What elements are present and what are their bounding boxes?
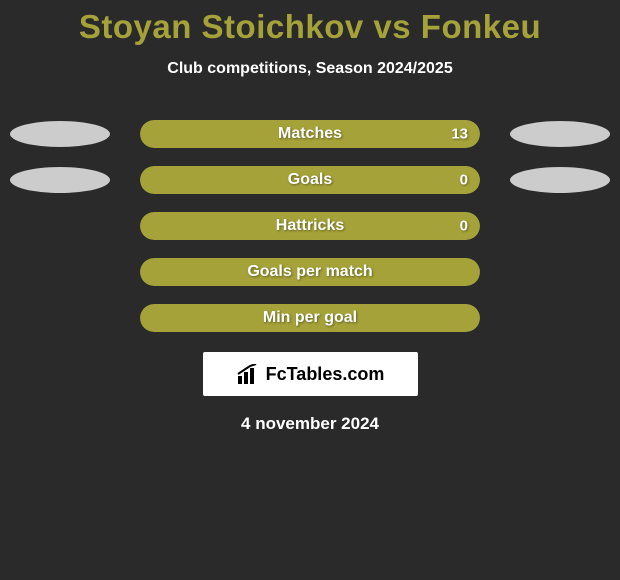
stat-row: Hattricks 0 (0, 212, 620, 240)
stat-bar: Hattricks 0 (140, 212, 480, 240)
page-title: Stoyan Stoichkov vs Fonkeu (79, 8, 541, 46)
player-marker-left (10, 167, 110, 193)
stat-bar: Goals per match (140, 258, 480, 286)
stat-label: Hattricks (276, 217, 344, 235)
comparison-card: Stoyan Stoichkov vs Fonkeu Club competit… (0, 0, 620, 434)
brand-logo: FcTables.com (203, 352, 418, 396)
stat-bar: Min per goal (140, 304, 480, 332)
stat-value: 0 (460, 218, 468, 235)
stat-row: Min per goal (0, 304, 620, 332)
stat-label: Min per goal (263, 309, 357, 327)
footer-date: 4 november 2024 (241, 414, 379, 434)
subtitle: Club competitions, Season 2024/2025 (167, 60, 452, 78)
stat-value: 13 (451, 126, 468, 143)
player-marker-right (510, 121, 610, 147)
stat-row: Goals per match (0, 258, 620, 286)
stat-bar: Goals 0 (140, 166, 480, 194)
stat-label: Matches (278, 125, 342, 143)
stat-row: Matches 13 (0, 120, 620, 148)
brand-text: FcTables.com (266, 364, 385, 385)
chart-icon (236, 364, 260, 384)
stat-bar: Matches 13 (140, 120, 480, 148)
stat-label: Goals per match (247, 263, 372, 281)
player-marker-right (510, 167, 610, 193)
player-marker-left (10, 121, 110, 147)
stat-row: Goals 0 (0, 166, 620, 194)
stats-list: Matches 13 Goals 0 Hattricks 0 Goals per match… (0, 120, 620, 332)
stat-label: Goals (288, 171, 332, 189)
stat-value: 0 (460, 172, 468, 189)
